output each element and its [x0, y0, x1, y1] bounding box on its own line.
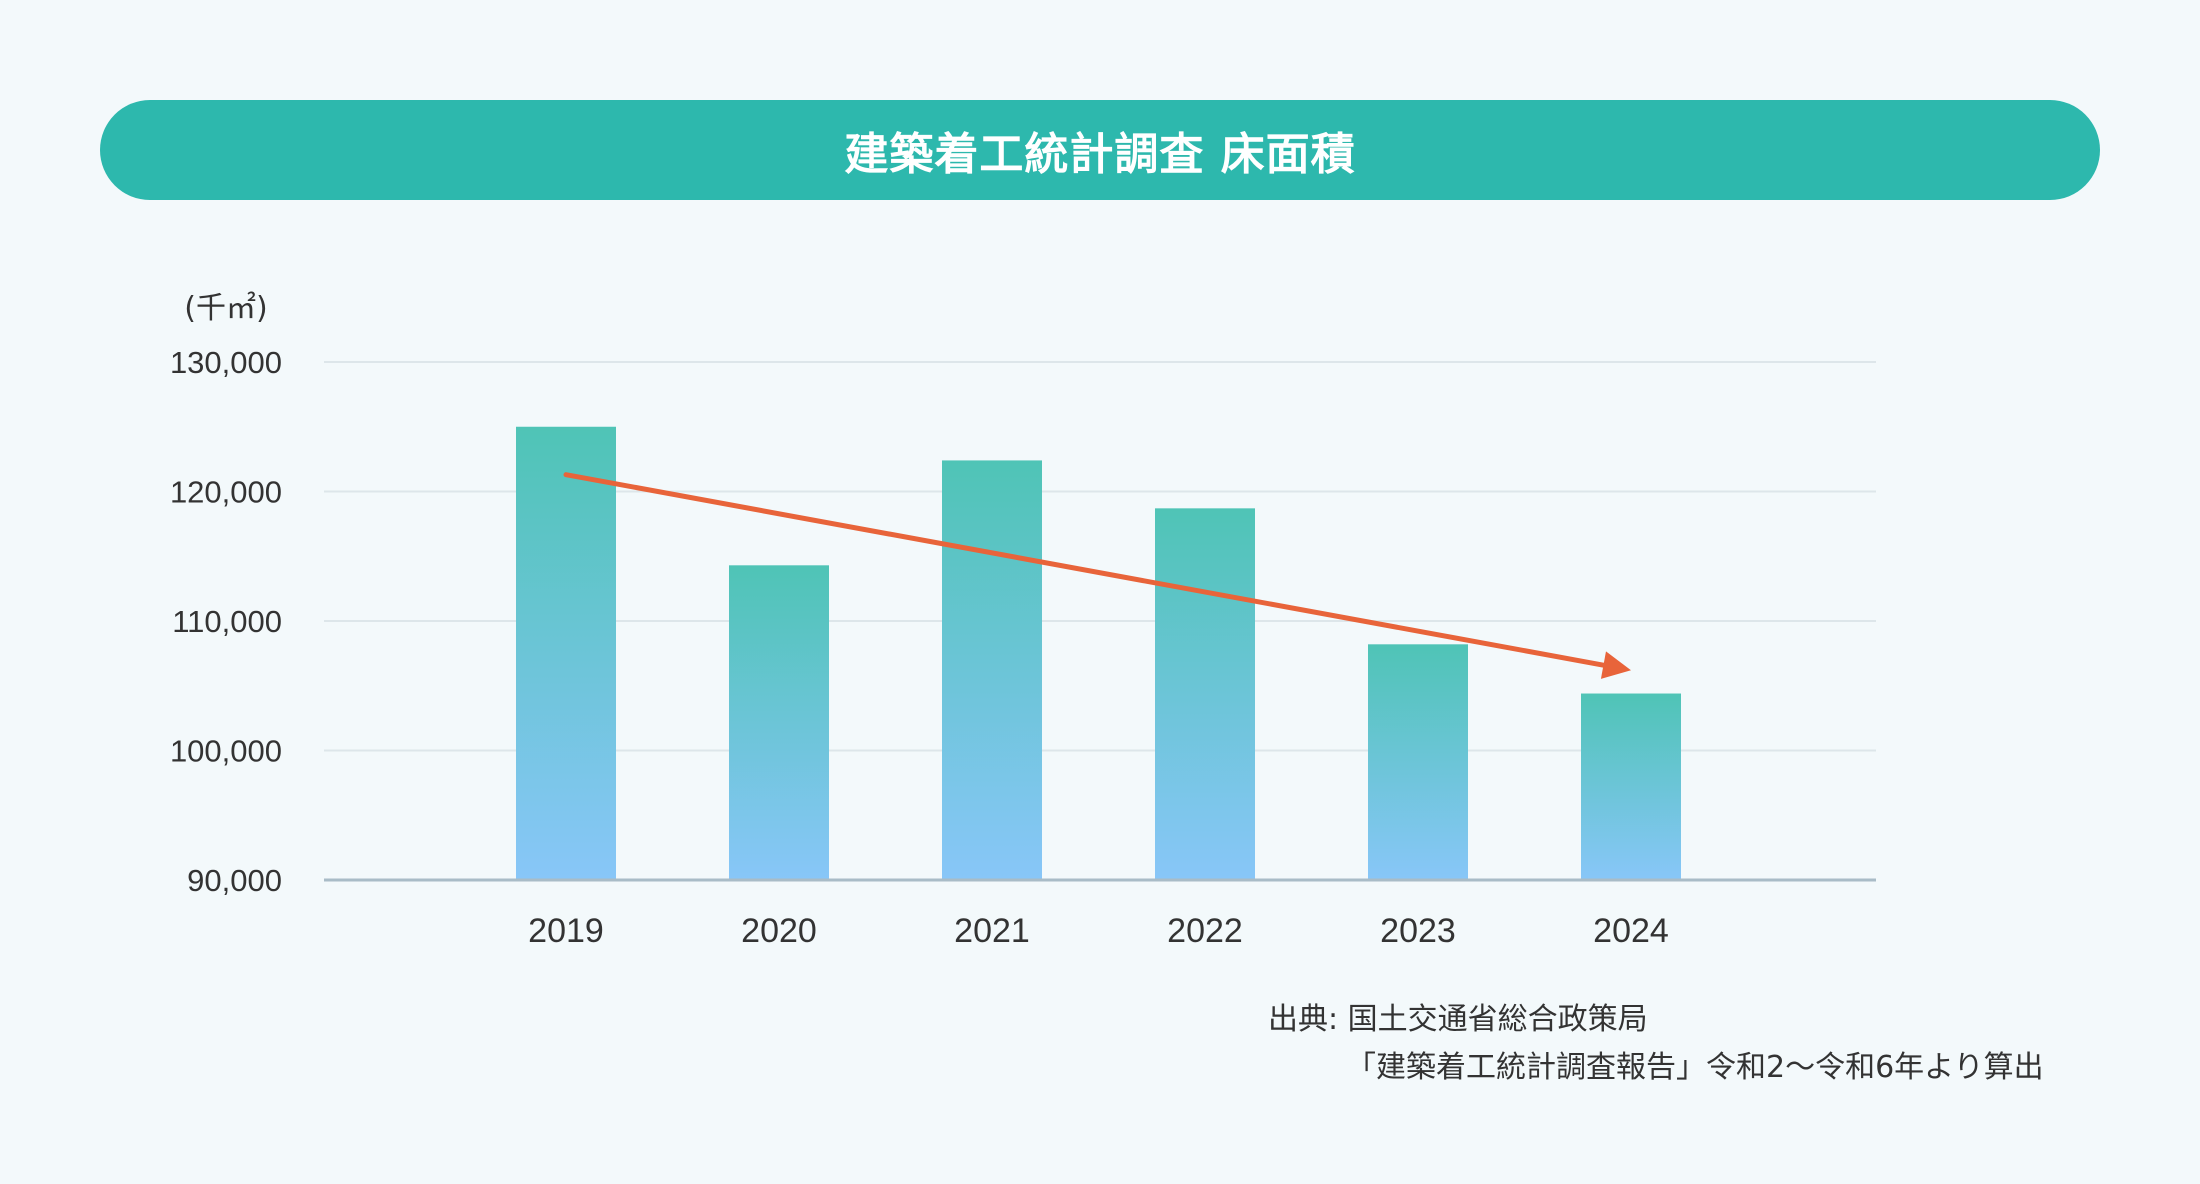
y-unit-label: (千㎡) — [184, 291, 267, 326]
source-line-2: 「建築着工統計調査報告」令和2〜令和6年より算出 — [1346, 1050, 2044, 1085]
y-tick-label: 120,000 — [170, 475, 282, 510]
chart-title: 建築着工統計調査 床面積 — [844, 129, 1356, 180]
x-tick-label: 2019 — [528, 912, 604, 950]
title-banner: 建築着工統計調査 床面積 — [100, 100, 2100, 200]
bar-2023 — [1368, 644, 1468, 880]
x-tick-label: 2024 — [1593, 912, 1669, 950]
y-tick-label: 100,000 — [170, 734, 282, 769]
x-tick-label: 2020 — [741, 912, 817, 950]
y-tick-label: 130,000 — [170, 345, 282, 380]
source-line-1: 出典: 国土交通省総合政策局 — [1268, 1002, 1648, 1037]
bar-2020 — [729, 565, 829, 880]
bar-2022 — [1155, 508, 1255, 880]
source-note: 出典: 国土交通省総合政策局 「建築着工統計調査報告」令和2〜令和6年より算出 — [1268, 996, 2044, 1092]
y-tick-label: 110,000 — [172, 604, 282, 639]
bar-2019 — [516, 426, 616, 880]
bar-2021 — [942, 460, 1042, 880]
trend-line — [563, 472, 1606, 668]
trend-arrowhead — [1600, 651, 1631, 679]
y-tick-label: 90,000 — [187, 863, 282, 898]
bar-2024 — [1581, 693, 1681, 880]
trend-arrow — [563, 472, 1631, 679]
x-tick-label: 2021 — [954, 912, 1030, 950]
x-tick-label: 2022 — [1167, 912, 1243, 950]
x-tick-label: 2023 — [1380, 912, 1456, 950]
axes: 90,000 100,000 110,000 120,000 130,000 (千㎡) 20… — [170, 291, 1876, 950]
bars — [516, 426, 1681, 880]
